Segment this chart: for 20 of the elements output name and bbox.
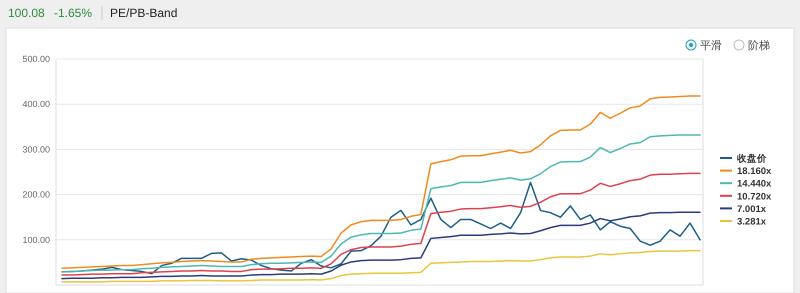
legend-label: 10.720x <box>737 191 772 202</box>
text: -1.65% <box>54 6 92 20</box>
chart-title: PE/PB-Band <box>110 6 178 20</box>
y-tick-label: 200.00 <box>22 190 50 200</box>
text: 阶梯 <box>748 40 770 52</box>
text: 平滑 <box>700 40 722 52</box>
legend-label: 18.160x <box>737 166 772 178</box>
line-series <box>61 134 701 273</box>
y-tick-label: 500.00 <box>22 54 50 64</box>
legend-label: 3.281x <box>737 216 767 228</box>
text: 100.08 <box>8 6 46 20</box>
line-series <box>61 250 701 283</box>
y-tick-label: 400.00 <box>22 99 50 110</box>
line-series <box>61 95 701 270</box>
y-tick-label: 100.00 <box>22 234 50 245</box>
line-series <box>61 211 701 280</box>
legend-label: 收盘价 <box>737 152 768 164</box>
legend-label: 14.440x <box>737 178 772 190</box>
legend-label: 7.001x <box>737 204 767 215</box>
y-tick-label: 300.00 <box>22 144 50 154</box>
